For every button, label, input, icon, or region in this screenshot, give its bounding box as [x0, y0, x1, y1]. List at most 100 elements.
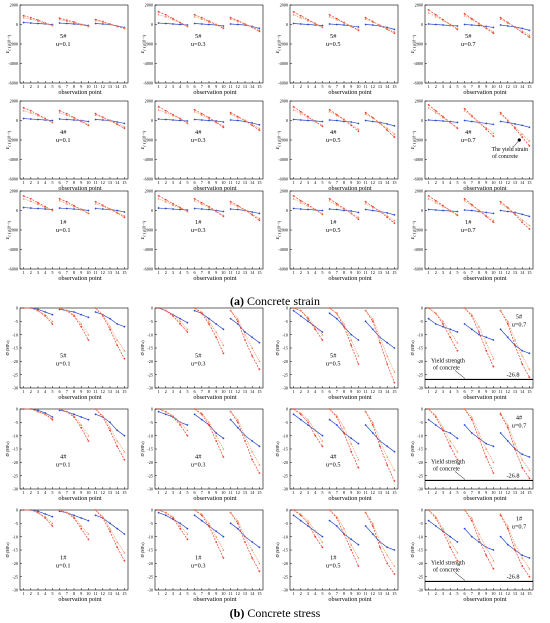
data-point	[393, 219, 396, 222]
x-tick-label: 7	[201, 389, 204, 394]
data-point	[427, 208, 430, 211]
plot-frame	[289, 408, 399, 490]
data-point	[499, 209, 502, 212]
stress-panel-1-3: 0-5-10-15-20-25-301 2 3 4 5 6 7 8 9 10 11 12 13 14 15o…	[409, 407, 534, 502]
yield-leader	[454, 471, 466, 480]
x-tick-label: 5	[321, 180, 323, 185]
data-point	[470, 418, 473, 421]
series-line	[464, 200, 494, 221]
x-tick-label: 5	[321, 490, 323, 495]
x-tick-label: 7	[471, 389, 474, 394]
data-point	[22, 117, 25, 120]
plot-frame	[289, 100, 399, 180]
data-point	[22, 14, 25, 17]
x-tick-label: 14	[385, 389, 390, 394]
series-line	[59, 17, 89, 27]
data-point	[506, 21, 509, 24]
data-point	[109, 22, 111, 25]
data-point	[58, 118, 61, 120]
data-point	[393, 347, 396, 349]
data-point	[51, 525, 54, 527]
data-point	[528, 36, 531, 39]
data-point	[449, 336, 452, 339]
x-tick-label: 13	[243, 389, 247, 394]
data-point	[44, 22, 47, 25]
data-point	[229, 410, 232, 413]
data-point	[314, 429, 317, 432]
data-point	[193, 15, 196, 18]
data-point	[371, 20, 374, 23]
data-point	[51, 515, 54, 518]
data-point	[244, 333, 246, 336]
x-axis-label: observation point	[58, 394, 101, 401]
y-tick-label: -6000	[278, 81, 288, 86]
y-tick-label: -4000	[413, 247, 423, 252]
x-tick-label: 3	[37, 591, 39, 596]
x-tick-label: 6	[329, 84, 332, 89]
yield-value-label: -26.8	[506, 371, 519, 378]
data-point	[299, 418, 302, 421]
x-tick-label: 8	[343, 389, 345, 394]
x-tick-label: 7	[471, 270, 474, 275]
data-point	[371, 421, 374, 424]
data-point	[321, 434, 324, 437]
x-tick-label: 13	[243, 490, 247, 495]
data-point	[434, 312, 437, 315]
data-point	[29, 22, 32, 24]
data-point	[229, 208, 232, 210]
x-tick-label: 9	[485, 84, 487, 89]
series-line	[464, 509, 494, 561]
x-tick-label: 5	[186, 389, 188, 394]
y-tick-label: -30	[147, 487, 153, 492]
y-tick-label: -5	[420, 521, 424, 526]
data-point	[449, 23, 452, 26]
x-tick-label: 9	[485, 389, 487, 394]
y-tick-label: -15	[282, 447, 288, 452]
series-line	[500, 112, 530, 147]
x-tick-label: 12	[371, 591, 375, 596]
data-point	[200, 114, 203, 116]
data-point	[193, 306, 196, 309]
data-point	[193, 207, 196, 210]
data-point	[442, 429, 444, 432]
x-tick-label: 1	[23, 389, 25, 394]
x-tick-label: 2	[435, 490, 437, 495]
x-tick-label: 12	[506, 270, 510, 275]
x-tick-label: 15	[392, 490, 396, 495]
data-point	[200, 23, 203, 25]
data-point	[65, 19, 68, 22]
data-point	[514, 338, 516, 341]
data-point	[321, 333, 324, 336]
data-point	[193, 508, 196, 511]
data-point	[87, 316, 90, 319]
data-point	[449, 209, 452, 212]
x-tick-label: 5	[51, 490, 53, 495]
data-point	[350, 24, 353, 27]
x-axis-label: observation point	[463, 495, 506, 502]
data-point	[299, 413, 302, 416]
data-point	[244, 22, 246, 25]
data-point	[44, 208, 47, 210]
data-point	[215, 530, 218, 533]
y-tick-label: -30	[12, 386, 18, 391]
x-tick-label: 3	[442, 270, 444, 275]
x-tick-label: 6	[59, 180, 62, 185]
x-axis-label: observation point	[193, 495, 236, 502]
data-point	[109, 426, 111, 429]
x-tick-label: 4	[44, 591, 47, 596]
x-tick-label: 4	[179, 180, 182, 185]
y-tick-label: -25	[282, 574, 288, 579]
data-point	[258, 562, 261, 565]
x-tick-label: 10	[356, 180, 360, 185]
series-line	[95, 307, 125, 359]
data-point	[94, 514, 97, 517]
x-tick-label: 11	[229, 389, 233, 394]
series-line	[95, 408, 125, 460]
data-point	[244, 331, 246, 333]
x-tick-label: 4	[179, 389, 182, 394]
data-point	[463, 508, 466, 511]
series-line	[329, 408, 359, 460]
data-point	[528, 557, 531, 559]
y-tick-label: -20	[282, 359, 288, 364]
data-point	[123, 211, 126, 213]
